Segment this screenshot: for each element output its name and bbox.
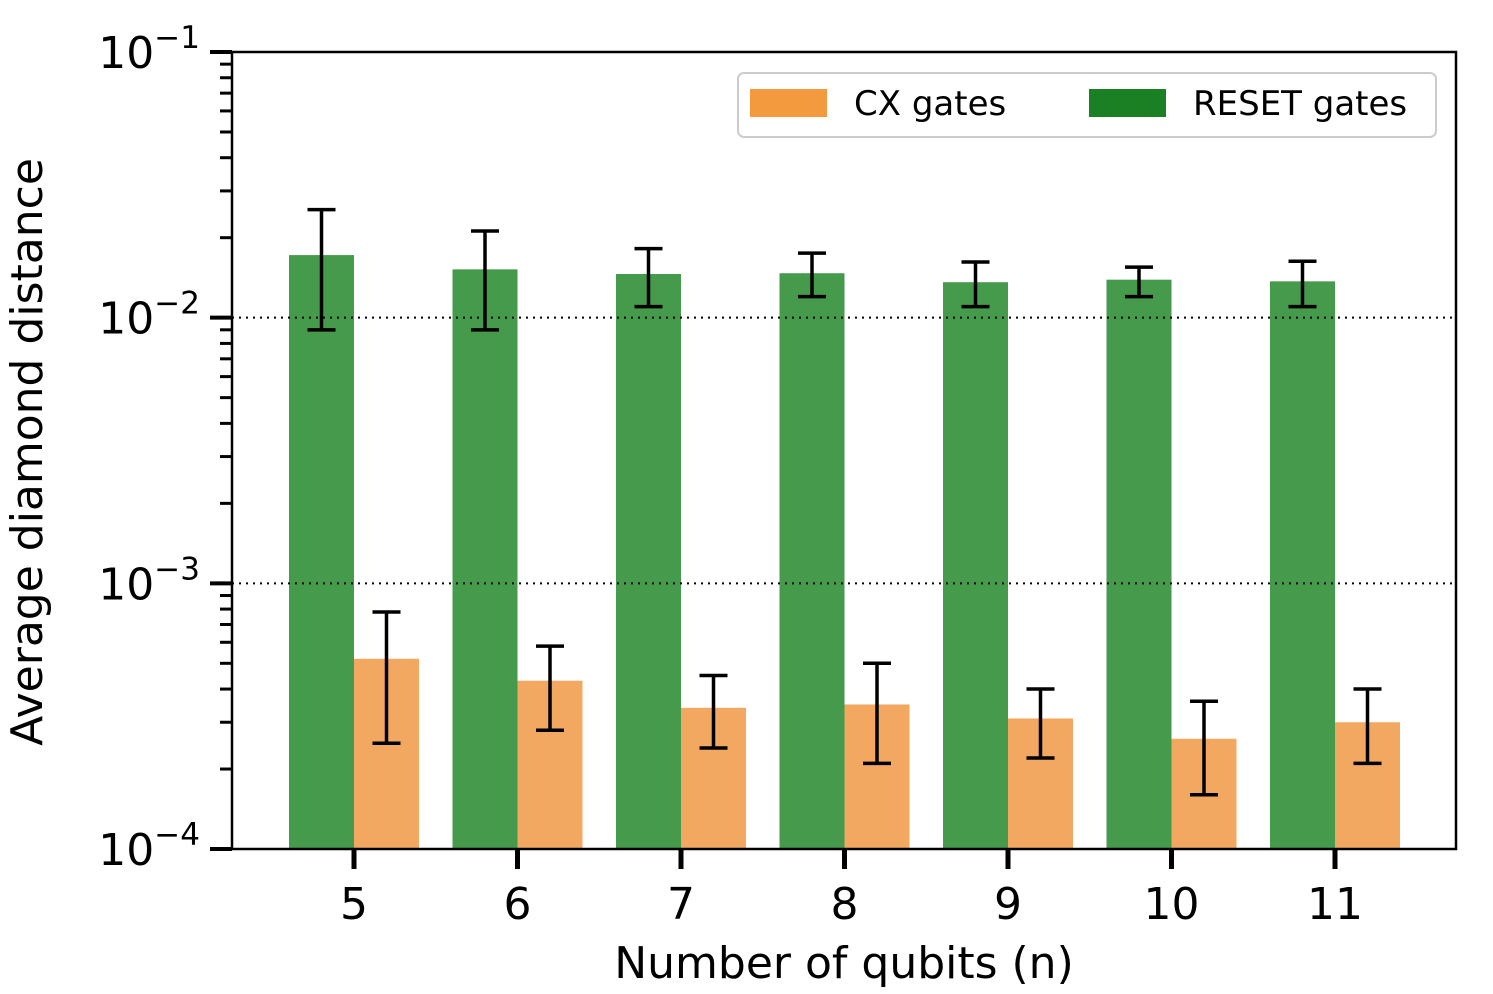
legend-box	[737, 72, 1437, 138]
bar-reset-8	[779, 273, 845, 849]
y-tick-label: 10−1	[98, 20, 200, 79]
bars-layer	[289, 255, 1400, 850]
x-tick-label-10: 10	[1144, 879, 1200, 930]
y-axis-label: Average diamond distance	[2, 158, 53, 746]
bar-reset-10	[1106, 279, 1172, 850]
axes-layer: 10−4 10−3 10−2 10−1 5 6 7 8 9 10 11	[98, 20, 1458, 930]
legend-swatch-cx	[750, 89, 827, 117]
x-axis-label: Number of qubits (n)	[614, 938, 1074, 989]
bar-reset-6	[452, 269, 518, 849]
x-tick-label-8: 8	[831, 879, 859, 930]
reference-lines	[232, 316, 1456, 585]
x-tick-label-9: 9	[994, 879, 1022, 930]
error-bars-layer	[307, 207, 1382, 797]
legend-label-reset: RESET gates	[1193, 84, 1407, 124]
y-tick-label: 10−4	[98, 817, 200, 876]
x-tick-label-5: 5	[340, 879, 368, 930]
x-tick-label-7: 7	[667, 879, 695, 930]
legend-swatch-reset	[1089, 89, 1166, 117]
x-tick-label-11: 11	[1307, 879, 1363, 930]
x-tick-label-6: 6	[504, 879, 532, 930]
bar-reset-7	[616, 274, 681, 849]
y-tick-label: 10−3	[98, 551, 200, 610]
bar-reset-5	[289, 255, 354, 849]
legend-label-cx: CX gates	[854, 84, 1006, 124]
y-tick-label: 10−2	[98, 286, 200, 345]
bar-reset-11	[1270, 281, 1335, 849]
bar-reset-9	[943, 282, 1008, 849]
legend: CX gates RESET gates	[737, 72, 1437, 138]
